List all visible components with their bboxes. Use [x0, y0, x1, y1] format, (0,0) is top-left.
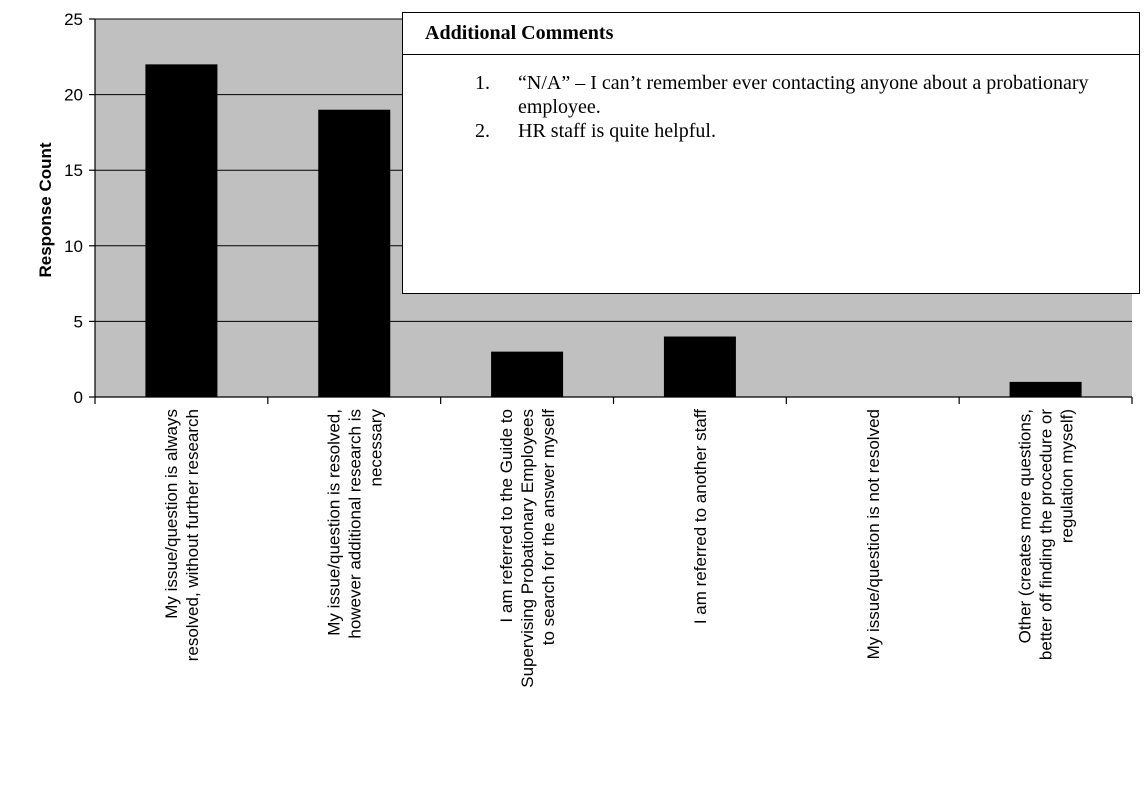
- y-tick-label: 10: [64, 237, 83, 256]
- x-category-label-line: I am referred to another staff: [691, 409, 710, 624]
- x-category-label-line: Supervising Probationary Employees: [518, 409, 537, 688]
- x-category-label-line: better off finding the procedure or: [1037, 409, 1056, 660]
- x-category-labels: My issue/question is always resolved, wit…: [162, 409, 1077, 688]
- comment-text: “N/A” – I can’t remember ever contacting…: [518, 72, 1089, 118]
- additional-comments-box: Additional Comments 1. “N/A” – I can’t r…: [402, 12, 1140, 294]
- y-tick-label: 25: [64, 10, 83, 29]
- x-category-label-line: I am referred to the Guide to: [497, 409, 516, 623]
- y-tick-label: 20: [64, 86, 83, 105]
- axes: [89, 18, 1133, 404]
- comment-item: 2. HR staff is quite helpful.: [475, 119, 1119, 143]
- x-category-label-line: resolved, without further research: [183, 409, 202, 661]
- comment-item: 1. “N/A” – I can’t remember ever contact…: [475, 71, 1119, 119]
- y-tick-labels: 0 5 10 15 20 25: [64, 10, 83, 407]
- bar: [145, 64, 218, 398]
- x-category-label: My issue/question is not resolved: [864, 409, 883, 659]
- comments-list: 1. “N/A” – I can’t remember ever contact…: [403, 55, 1139, 143]
- bars: [145, 64, 1082, 398]
- x-category-label: My issue/question is resolved, however ad…: [324, 409, 385, 639]
- x-category-label-line: however additional research is: [345, 409, 364, 639]
- x-category-label: Other (creates more questions, better off…: [1016, 409, 1077, 660]
- x-category-label-line: regulation myself): [1058, 409, 1077, 543]
- x-category-label: My issue/question is always resolved, wit…: [162, 409, 202, 661]
- bar: [491, 351, 564, 397]
- comments-title: Additional Comments: [403, 13, 1139, 55]
- x-category-label-line: My issue/question is always: [162, 409, 181, 619]
- x-category-label-line: My issue/question is resolved,: [324, 409, 343, 636]
- x-category-label-line: to search for the answer myself: [539, 409, 558, 645]
- bar: [663, 336, 736, 397]
- x-category-label: I am referred to another staff: [691, 409, 710, 624]
- x-category-label-line: Other (creates more questions,: [1016, 409, 1035, 643]
- comment-number: 2.: [475, 120, 490, 142]
- y-axis-title: Response Count: [36, 142, 55, 277]
- comment-text: HR staff is quite helpful.: [518, 120, 716, 142]
- bar: [1009, 381, 1082, 397]
- x-category-label: I am referred to the Guide to Supervising…: [497, 409, 558, 688]
- comment-number: 1.: [475, 72, 490, 94]
- y-tick-label: 0: [74, 388, 83, 407]
- x-category-label-line: My issue/question is not resolved: [864, 409, 883, 659]
- y-tick-label: 15: [64, 161, 83, 180]
- bar: [318, 109, 391, 397]
- y-tick-label: 5: [74, 312, 83, 331]
- x-category-label-line: necessary: [366, 409, 385, 487]
